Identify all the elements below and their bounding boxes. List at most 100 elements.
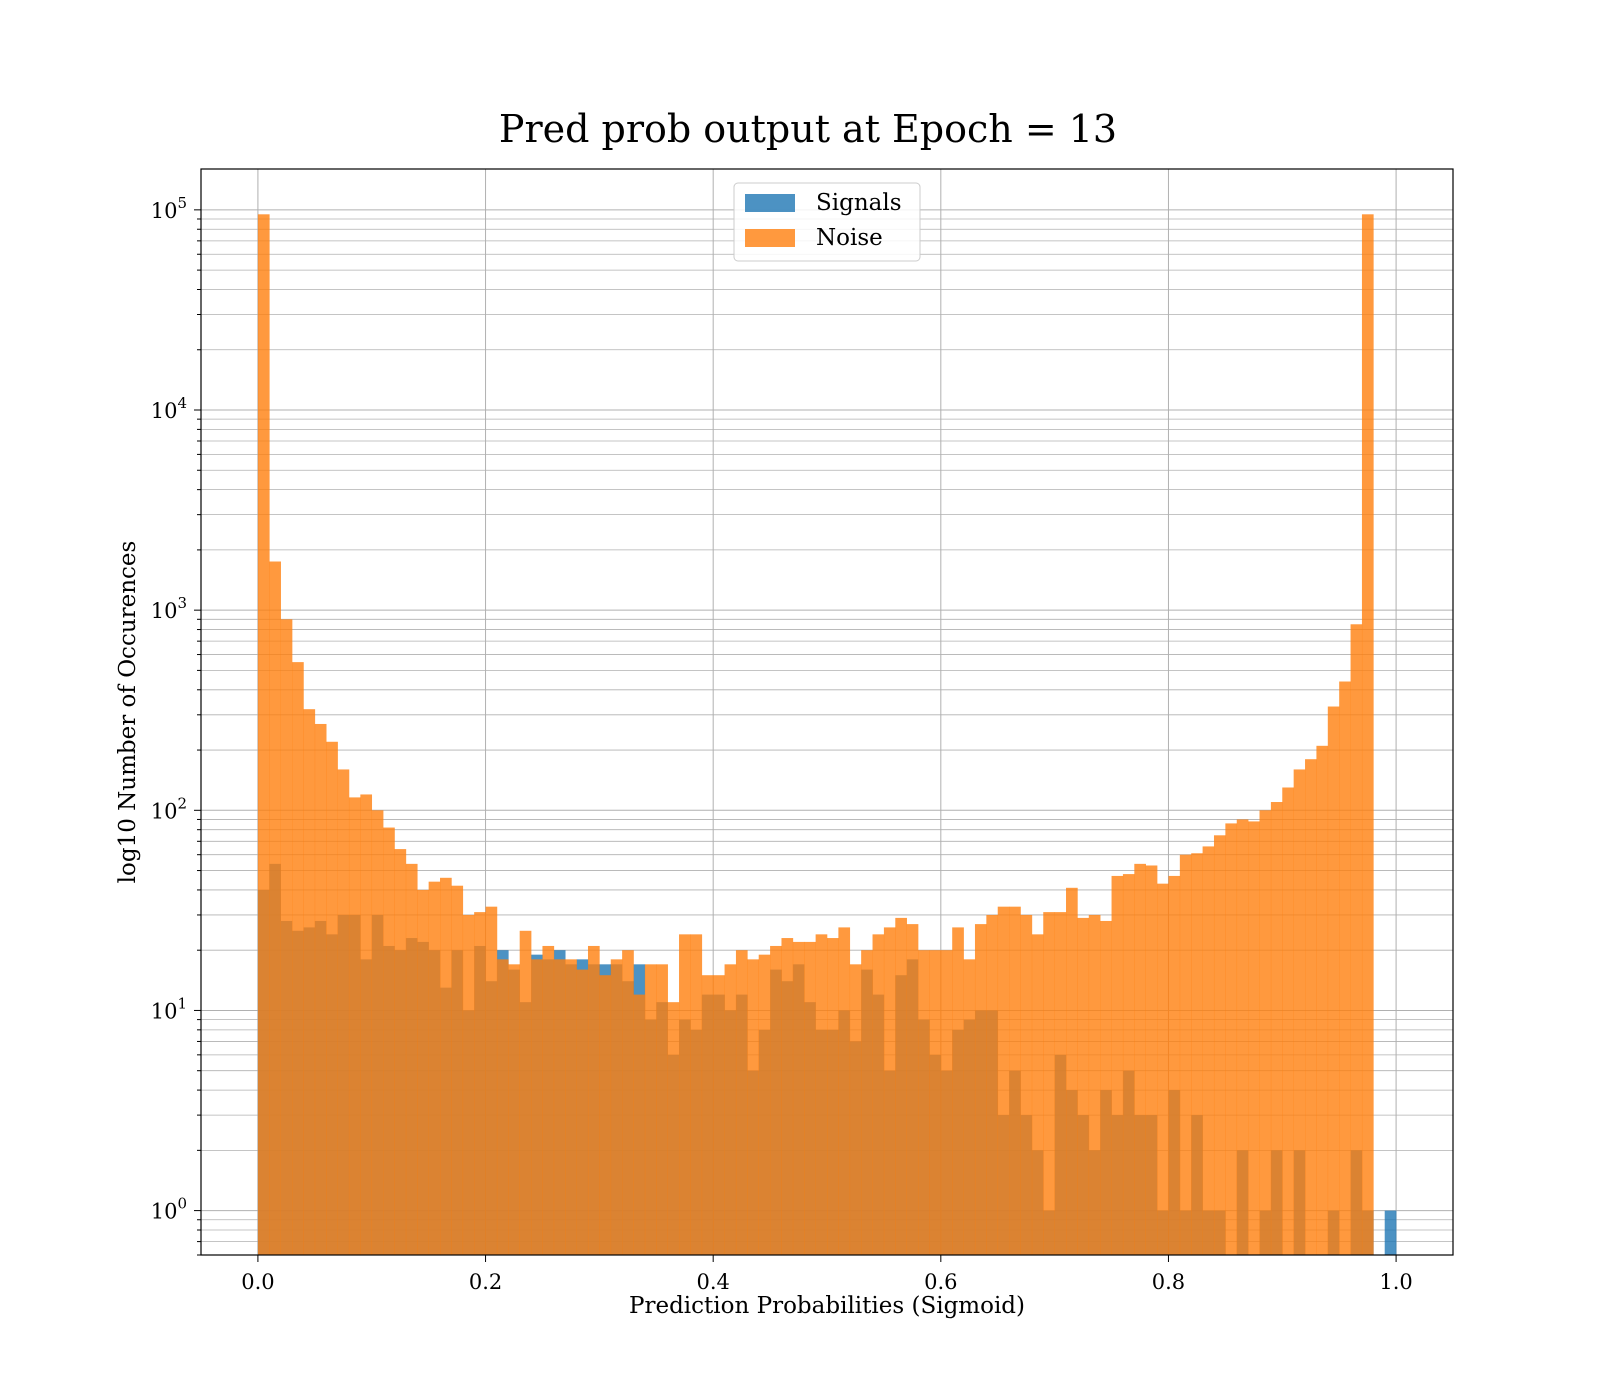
legend-swatch-signals [745,194,795,212]
histogram-bar [1100,920,1112,1255]
histogram-bar [257,214,270,1256]
histogram-bar [667,1002,680,1255]
histogram-bar [1066,887,1078,1255]
y-tick-label: 101 [151,994,187,1023]
x-tick-label: 0.8 [1152,1270,1185,1294]
histogram-bar [1145,865,1158,1255]
histogram-bar [280,619,293,1255]
histogram-bar [1213,835,1226,1255]
histogram-bar [997,906,1010,1255]
histogram-bar [792,941,805,1255]
histogram-bar [1282,787,1294,1255]
histogram-bar [474,912,486,1255]
x-tick-label: 0.0 [241,1270,274,1294]
histogram-bar [679,934,691,1255]
x-tick-label: 0.4 [696,1270,729,1294]
histogram-bar [326,741,338,1255]
histogram-bar [883,927,896,1255]
x-tick-label: 0.2 [469,1270,502,1294]
histogram-bar [451,885,464,1255]
histogram-bar [485,906,498,1255]
y-tick-label: 102 [151,794,187,823]
histogram-bar [610,959,623,1255]
histogram-bar [1157,883,1169,1255]
histogram-bar [440,877,452,1255]
histogram-bar [519,930,532,1255]
histogram-bar [1179,854,1192,1255]
histogram-bar [1168,875,1181,1255]
histogram-bar [303,709,316,1255]
histogram-bar [428,881,441,1255]
histogram-bar [531,959,543,1255]
histogram-bar [405,863,418,1255]
y-tick-label: 104 [151,394,187,423]
histogram-bar [462,914,475,1255]
histogram-bar [815,934,828,1255]
histogram-bar [565,959,577,1255]
histogram-bar [872,934,885,1255]
histogram-bar [770,945,782,1255]
histogram-bar [895,917,907,1255]
histogram-bar [1134,863,1146,1255]
bars-layer [257,214,1397,1256]
y-axis-ticks: 100 101 102 103 104 105 [151,194,201,1256]
histogram-bar [1259,810,1272,1255]
histogram-bar [1305,759,1317,1255]
legend-swatch-noise [745,229,795,247]
histogram-bar [952,927,964,1255]
histogram-bar [861,950,873,1255]
y-tick-label: 103 [151,594,187,623]
histogram-bar [644,964,657,1255]
histogram-bar [1339,681,1351,1255]
histogram-bar [906,924,919,1255]
histogram-bar [849,964,862,1255]
x-tick-label: 0.6 [924,1270,957,1294]
histogram-bar [1236,819,1249,1255]
histogram-bar [1122,874,1135,1255]
series-noise [257,214,1374,1256]
histogram-bar [1077,917,1090,1255]
histogram-bar [918,950,930,1255]
histogram-bar [1361,214,1374,1256]
histogram-bar [1202,846,1215,1255]
y-tick-label: 100 [151,1195,187,1224]
histogram-bar [781,938,794,1255]
histogram-bar [622,950,634,1255]
histogram-bar [1270,802,1283,1255]
histogram-bar [1088,914,1101,1255]
histogram-bar [838,927,851,1255]
histogram-bar [269,561,281,1255]
histogram-bar [587,945,600,1255]
histogram-bar [827,938,839,1255]
x-tick-label: 1.0 [1379,1270,1412,1294]
histogram-bar [1111,875,1124,1255]
histogram-bar [1054,912,1067,1255]
histogram-bar [713,975,725,1255]
plot-frame [200,168,1454,1256]
histogram-bar [963,959,976,1255]
histogram-bar [986,914,999,1255]
histogram-bar [1043,912,1055,1255]
histogram-bar [940,950,953,1255]
histogram-bar [371,810,384,1255]
legend-label-signals: Signals [816,190,902,216]
histogram-bar [1293,769,1306,1255]
histogram-bar [1225,823,1238,1255]
histogram-bar [508,964,520,1255]
histogram-bar [701,975,714,1255]
histogram-bar [1327,706,1340,1255]
histogram-bar [1248,821,1260,1255]
y-axis-label: log10 Number of Occurences [115,541,141,884]
y-tick-label: 105 [151,194,187,223]
histogram-bar [1031,934,1044,1255]
histogram-bar [394,849,407,1255]
histogram-bar [417,889,429,1255]
histogram-bar [1316,745,1329,1255]
histogram-bar [553,959,566,1255]
legend: Signals Noise [733,182,921,262]
histogram-bar [1020,914,1033,1255]
histogram-bar [348,797,361,1255]
histogram-bar [656,964,668,1255]
chart-title: Pred prob output at Epoch = 13 [499,107,1117,151]
histogram-bar [735,950,748,1255]
